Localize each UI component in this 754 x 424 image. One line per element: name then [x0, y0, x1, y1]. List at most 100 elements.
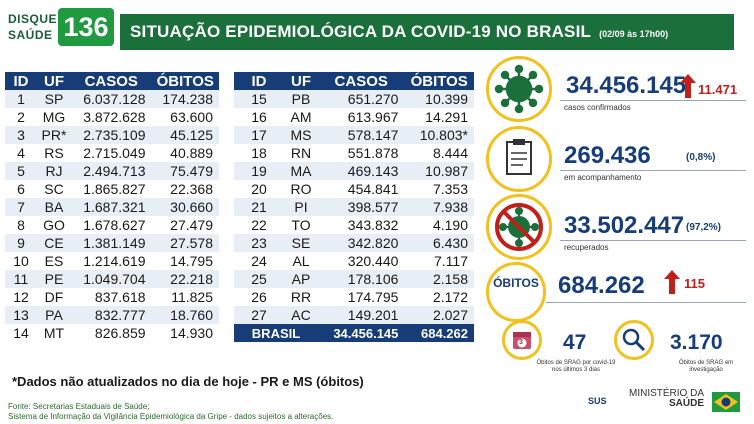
header-bar: SITUAÇÃO EPIDEMIOLÓGICA DA COVID-19 NO B… [120, 14, 734, 50]
deaths-circle [486, 262, 546, 322]
divider [560, 240, 746, 241]
sources-line1: Fonte: Secretarias Estaduais de Saúde; [8, 402, 150, 411]
table-row: 21 PI 398.577 7.938 [234, 198, 474, 216]
row-uf: PE [37, 270, 71, 288]
update-date: (02/09 às 17h00) [599, 28, 669, 39]
row-cases: 2.735.109 [71, 126, 152, 144]
row-deaths: 30.660 [151, 198, 219, 216]
table-row: 11 PE 1.049.704 22.218 [5, 270, 219, 288]
confirmed-icon-circle [486, 56, 552, 122]
calendar-icon [513, 332, 531, 349]
row-uf: GO [37, 216, 71, 234]
ministry-line1: MINISTÉRIO DA [629, 388, 705, 399]
divider [546, 302, 746, 303]
row-uf: SP [37, 90, 71, 108]
row-id: 10 [5, 252, 37, 270]
table-row: 2 MG 3.872.628 63.600 [5, 108, 219, 126]
row-id: 22 [234, 216, 284, 234]
brazil-flag-icon [712, 392, 740, 412]
row-cases: 320.440 [318, 252, 405, 270]
row-deaths: 10.803* [404, 126, 474, 144]
col-header-id: ID [5, 72, 37, 90]
table-row: 5 RJ 2.494.713 75.479 [5, 162, 219, 180]
virus-icon [494, 64, 544, 114]
col-header-cases: CASOS [318, 72, 405, 90]
row-cases: 2.494.713 [71, 162, 152, 180]
row-uf: SE [284, 234, 318, 252]
row-uf: AM [284, 108, 318, 126]
row-uf: RS [37, 144, 71, 162]
srag-recent-label: Óbitos de SRAG por covid-19 nos últimos … [536, 360, 616, 373]
row-deaths: 22.368 [151, 180, 219, 198]
col-header-uf: UF [284, 72, 318, 90]
row-id: 16 [234, 108, 284, 126]
table-row: 15 PB 651.270 10.399 [234, 90, 474, 108]
sources-line2: Sistema de Informação da Vigilância Epid… [8, 412, 334, 421]
table-row: 16 AM 613.967 14.291 [234, 108, 474, 126]
page-title: SITUAÇÃO EPIDEMIOLÓGICA DA COVID-19 NO B… [130, 22, 592, 41]
ministry-logo: MINISTÉRIO DA SAÚDE [629, 389, 704, 409]
row-uf: RO [284, 180, 318, 198]
monitoring-icon-circle [486, 126, 552, 192]
table-row: 8 GO 1.678.627 27.479 [5, 216, 219, 234]
deaths-delta: 115 [684, 276, 705, 291]
col-header-deaths: ÓBITOS [404, 72, 474, 90]
row-id: 23 [234, 234, 284, 252]
table-row: 23 SE 342.820 6.430 [234, 234, 474, 252]
table-row: 12 DF 837.618 11.825 [5, 288, 219, 306]
table-row: 14 MT 826.859 14.930 [5, 324, 219, 342]
row-id: 11 [5, 270, 37, 288]
row-cases: 1.687.321 [71, 198, 152, 216]
no-virus-icon [495, 203, 543, 251]
row-cases: 1.214.619 [71, 252, 152, 270]
row-deaths: 6.430 [404, 234, 474, 252]
row-uf: PI [284, 198, 318, 216]
total-row: BRASIL 34.456.145 684.262 [234, 324, 474, 342]
row-cases: 343.832 [318, 216, 405, 234]
row-cases: 6.037.128 [71, 90, 152, 108]
table-row: 25 AP 178.106 2.158 [234, 270, 474, 288]
srag-investigation-icon-circle [614, 320, 654, 360]
row-cases: 826.859 [71, 324, 152, 342]
row-id: 21 [234, 198, 284, 216]
row-deaths: 7.353 [404, 180, 474, 198]
row-cases: 342.820 [318, 234, 405, 252]
row-uf: AL [284, 252, 318, 270]
table-row: 6 SC 1.865.827 22.368 [5, 180, 219, 198]
recovered-icon-circle [486, 194, 552, 260]
row-deaths: 14.930 [151, 324, 219, 342]
row-uf: TO [284, 216, 318, 234]
row-id: 24 [234, 252, 284, 270]
row-cases: 551.878 [318, 144, 405, 162]
confirmed-label: casos confirmados [564, 103, 631, 112]
row-id: 15 [234, 90, 284, 108]
table-row: 22 TO 343.832 4.190 [234, 216, 474, 234]
row-cases: 398.577 [318, 198, 405, 216]
table-row: 7 BA 1.687.321 30.660 [5, 198, 219, 216]
row-uf: MT [37, 324, 71, 342]
recovered-pct: (97,2%) [686, 222, 722, 233]
row-id: 26 [234, 288, 284, 306]
row-deaths: 75.479 [151, 162, 219, 180]
row-id: 20 [234, 180, 284, 198]
row-id: 7 [5, 198, 37, 216]
row-id: 13 [5, 306, 37, 324]
row-id: 5 [5, 162, 37, 180]
row-deaths: 14.795 [151, 252, 219, 270]
row-uf: CE [37, 234, 71, 252]
table-row: 13 PA 832.777 18.760 [5, 306, 219, 324]
row-deaths: 27.578 [151, 234, 219, 252]
divider [560, 100, 746, 101]
row-id: 2 [5, 108, 37, 126]
table-row: 18 RN 551.878 8.444 [234, 144, 474, 162]
row-cases: 2.715.049 [71, 144, 152, 162]
ministry-line2: SAÚDE [669, 398, 705, 409]
table-row: 17 MS 578.147 10.803* [234, 126, 474, 144]
recovered-value: 33.502.447 [564, 212, 685, 239]
clipboard-icon [506, 139, 532, 175]
deaths-value: 684.262 [558, 272, 645, 299]
table-row: 10 ES 1.214.619 14.795 [5, 252, 219, 270]
row-uf: RR [284, 288, 318, 306]
col-header-uf: UF [37, 72, 71, 90]
row-deaths: 4.190 [404, 216, 474, 234]
